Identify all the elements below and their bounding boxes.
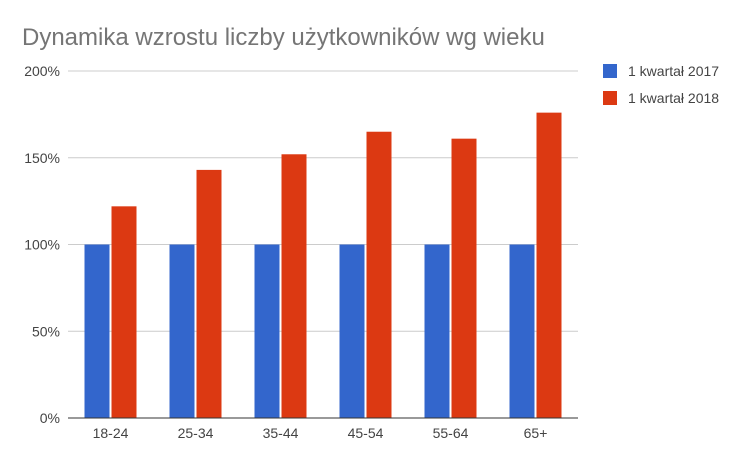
bar-2017-65+ — [509, 244, 535, 418]
x-tick-label: 35-44 — [263, 425, 299, 441]
y-tick-label: 100% — [24, 237, 60, 253]
bars — [84, 112, 562, 419]
x-tick-label: 65+ — [524, 425, 548, 441]
x-axis-ticks: 18-24 25-34 35-44 45-54 55-64 65+ — [93, 425, 548, 441]
bar-2018-18-24 — [111, 206, 137, 418]
legend-swatch-2017 — [603, 64, 617, 78]
y-tick-label: 150% — [24, 150, 60, 166]
bar-2017-18-24 — [84, 244, 110, 418]
bar-2017-45-54 — [339, 244, 365, 418]
legend: 1 kwartał 2017 1 kwartał 2018 — [603, 63, 719, 106]
gridlines — [68, 70, 578, 332]
legend-swatch-2018 — [603, 91, 617, 105]
bar-2018-35-44 — [281, 154, 307, 418]
bar-2017-25-34 — [169, 244, 195, 418]
legend-label-2018: 1 kwartał 2018 — [628, 90, 719, 106]
x-tick-label: 55-64 — [433, 425, 469, 441]
bar-2018-65+ — [536, 112, 562, 418]
bar-2017-55-64 — [424, 244, 450, 418]
bar-2017-35-44 — [254, 244, 280, 418]
x-tick-label: 18-24 — [93, 425, 129, 441]
bar-2018-25-34 — [196, 169, 222, 418]
y-tick-label: 200% — [24, 63, 60, 79]
y-axis-ticks: 0% 50% 100% 150% 200% — [24, 63, 60, 426]
x-tick-label: 25-34 — [178, 425, 214, 441]
legend-label-2017: 1 kwartał 2017 — [628, 63, 719, 79]
bar-2018-55-64 — [451, 138, 477, 419]
y-tick-label: 0% — [40, 410, 60, 426]
bar-2018-45-54 — [366, 131, 392, 418]
chart-title: Dynamika wzrostu liczby użytkowników wg … — [22, 24, 545, 51]
y-tick-label: 50% — [32, 323, 60, 339]
x-tick-label: 45-54 — [348, 425, 384, 441]
